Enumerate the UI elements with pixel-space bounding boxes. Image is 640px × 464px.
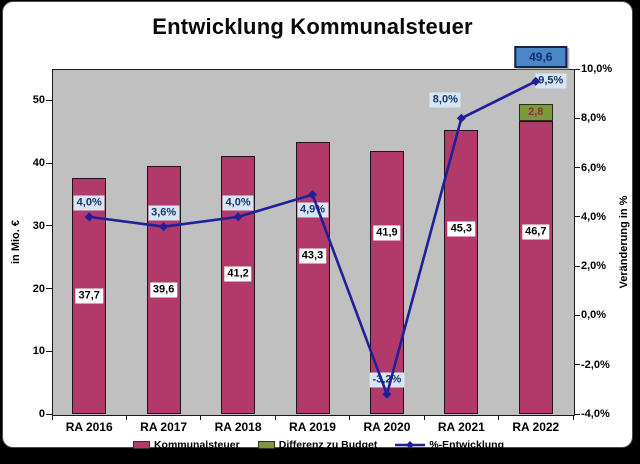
chart-container: Entwicklung Kommunalsteuer in Mio. € Ver… xyxy=(2,1,634,451)
x-axis-tick xyxy=(423,415,425,420)
bar-kommunalsteuer xyxy=(369,151,404,414)
bar-value-label: 46,7 xyxy=(522,224,550,240)
x-axis-tick xyxy=(51,415,53,420)
right-axis-tick xyxy=(574,117,580,119)
diamond-marker-icon xyxy=(84,212,94,222)
bar-differenz-zu-budget xyxy=(518,103,553,122)
diamond-marker-icon xyxy=(382,389,392,399)
left-axis-tick xyxy=(46,162,52,164)
right-axis-tick-label: 6,0% xyxy=(581,161,607,174)
diamond-marker-icon xyxy=(308,190,317,200)
pct-entwicklung-line xyxy=(84,76,541,399)
left-axis-tick xyxy=(46,225,52,227)
x-axis-tick xyxy=(498,415,500,420)
right-axis-title: Veränderung in % xyxy=(618,195,630,289)
left-axis-tick xyxy=(46,413,52,415)
right-axis-tick xyxy=(574,167,580,169)
right-axis-tick xyxy=(574,68,580,70)
legend-item: Differenz zu Budget xyxy=(257,439,378,451)
right-axis-tick-label: -4,0% xyxy=(581,408,610,420)
left-axis-tick-label: 10 xyxy=(32,345,45,358)
left-axis-tick-label: 20 xyxy=(32,282,45,295)
x-axis-tick xyxy=(572,415,574,420)
right-axis-tick xyxy=(574,216,580,218)
x-axis-label: RA 2016 xyxy=(65,420,113,434)
pct-point-label: 4,0% xyxy=(73,195,105,211)
right-axis-tick xyxy=(574,314,580,316)
x-axis-label: RA 2017 xyxy=(140,420,188,434)
legend-item: Kommunalsteuer xyxy=(132,439,240,451)
diamond-marker-icon xyxy=(531,76,541,86)
right-axis-tick-label: 4,0% xyxy=(581,210,607,223)
diamond-marker-icon xyxy=(233,212,243,222)
bar-value-label: 41,9 xyxy=(373,225,401,241)
x-axis-label: RA 2020 xyxy=(363,420,411,434)
right-axis-tick xyxy=(574,413,580,415)
diamond-marker-icon xyxy=(456,113,466,123)
left-axis-tick-label: 0 xyxy=(38,408,45,420)
right-axis-tick-label: 2,0% xyxy=(581,260,607,273)
pct-point-label: 4,0% xyxy=(222,195,254,211)
left-axis-tick xyxy=(46,350,52,352)
x-axis-tick xyxy=(349,415,351,420)
x-axis-label: RA 2022 xyxy=(512,420,560,434)
bar-value-label: 45,3 xyxy=(447,221,476,237)
x-axis-tick xyxy=(200,415,202,420)
right-axis-tick-label: 8,0% xyxy=(581,112,607,125)
legend-item: %-Entwicklung xyxy=(395,439,504,451)
legend-label: %-Entwicklung xyxy=(429,439,505,451)
left-axis-tick-label: 50 xyxy=(32,94,45,107)
legend-line-swatch-icon xyxy=(395,441,426,449)
stack-total-label: 49,6 xyxy=(514,46,568,68)
x-axis-tick xyxy=(125,415,127,420)
bar-kommunalsteuer xyxy=(444,129,479,414)
left-axis-tick-label: 40 xyxy=(32,157,45,170)
legend: Kommunalsteuer Differenz zu Budget %-Entwi… xyxy=(3,439,634,451)
line-path xyxy=(89,80,537,399)
left-axis-tick-label: 30 xyxy=(32,219,45,232)
x-axis-label: RA 2019 xyxy=(289,420,336,434)
legend-color-swatch-icon xyxy=(132,441,150,449)
legend-label: Kommunalsteuer xyxy=(153,439,240,451)
right-axis-tick-label: 10,0% xyxy=(581,63,613,75)
right-axis-tick xyxy=(574,364,580,366)
right-axis-tick-label: 0,0% xyxy=(581,309,607,322)
left-axis-tick xyxy=(46,99,52,101)
bar-kommunalsteuer xyxy=(518,121,553,414)
right-axis-tick xyxy=(574,265,580,267)
pct-point-label: 3,6% xyxy=(148,205,180,221)
x-axis-label: RA 2021 xyxy=(437,420,485,434)
left-axis-tick xyxy=(46,288,52,290)
legend-label: Differenz zu Budget xyxy=(278,439,378,451)
pct-point-label: 9,5% xyxy=(535,73,567,89)
bar-value-label: 37,7 xyxy=(75,288,103,304)
bar-value-label: 41,2 xyxy=(224,266,252,282)
diamond-marker-icon xyxy=(159,222,169,232)
diff-value-label: 2,8 xyxy=(528,106,544,119)
x-axis-tick xyxy=(274,415,276,420)
chart-title: Entwicklung Kommunalsteuer xyxy=(152,14,473,39)
bar-value-label: 39,6 xyxy=(149,282,178,298)
bar-kommunalsteuer xyxy=(295,142,330,414)
right-axis-tick-label: -2,0% xyxy=(581,358,610,371)
bar-value-label: 43,3 xyxy=(298,248,327,264)
x-axis-label: RA 2018 xyxy=(214,420,262,434)
pct-point-label: 8,0% xyxy=(429,92,461,108)
legend-color-swatch-icon xyxy=(257,441,275,449)
